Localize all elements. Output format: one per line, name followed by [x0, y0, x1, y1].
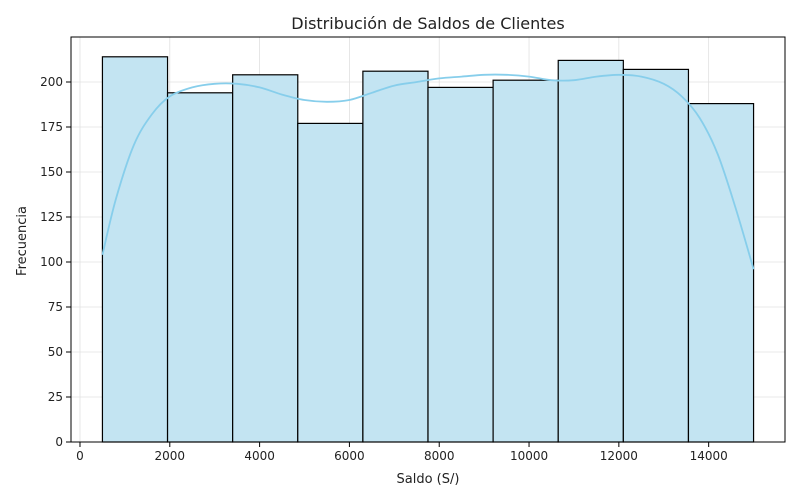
- kde-curve-group: [101, 73, 755, 270]
- x-tick-label: 14000: [690, 449, 728, 463]
- histogram-bar: [297, 122, 364, 443]
- y-tick-label: 25: [48, 390, 63, 404]
- x-tick-label: 6000: [334, 449, 365, 463]
- x-tick-label: 8000: [424, 449, 455, 463]
- y-tick-label: 150: [40, 165, 63, 179]
- histogram-bar: [362, 70, 429, 443]
- x-tick-label: 10000: [510, 449, 548, 463]
- y-tick-label: 200: [40, 75, 63, 89]
- histogram-bars: [101, 56, 755, 443]
- x-tick-label: 12000: [600, 449, 638, 463]
- histogram-bar: [557, 59, 624, 443]
- y-tick-label: 100: [40, 255, 63, 269]
- chart-title: Distribución de Saldos de Clientes: [291, 14, 564, 33]
- x-axis-title: Saldo (S/): [397, 472, 460, 487]
- y-tick-label: 75: [48, 300, 63, 314]
- histogram-bar: [492, 79, 559, 443]
- kde-curve: [101, 73, 755, 270]
- histogram-bar: [622, 68, 690, 443]
- histogram-bar: [166, 92, 234, 443]
- y-tick-label: 175: [40, 120, 63, 134]
- x-tick-label: 4000: [244, 449, 275, 463]
- plot-frame: [70, 36, 786, 443]
- histogram-bar: [232, 74, 299, 443]
- y-tick-label: 125: [40, 210, 63, 224]
- x-tick-label: 2000: [155, 449, 186, 463]
- histogram-bar: [427, 86, 494, 443]
- y-tick-label: 50: [48, 345, 63, 359]
- y-axis-title: Frecuencia: [15, 206, 30, 276]
- histogram-bar: [687, 102, 755, 443]
- histogram-bar: [101, 56, 169, 443]
- y-tick-label: 0: [55, 435, 63, 449]
- axes: 0 2000 4000 6000 8000 10000 12000 14000 0 25 50 75 1…: [40, 36, 786, 463]
- x-tick-label: 0: [76, 449, 84, 463]
